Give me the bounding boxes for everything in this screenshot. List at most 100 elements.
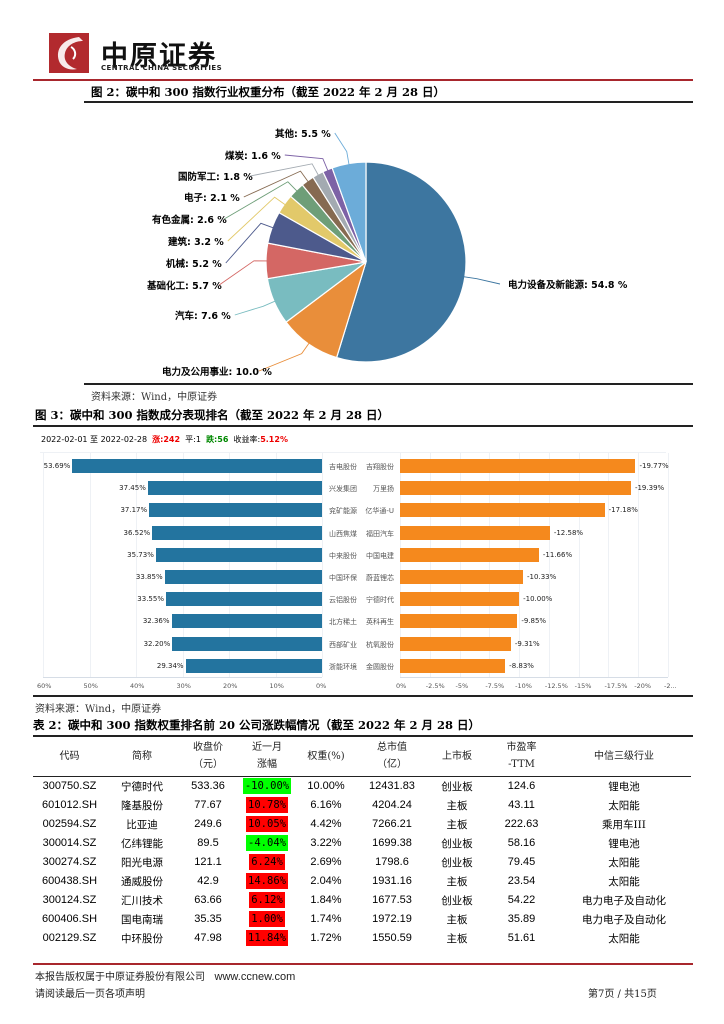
loser-value: -10.33%: [527, 573, 557, 581]
x-tick: 0%: [396, 682, 407, 690]
gainer-bar: [155, 547, 322, 562]
table2-top-rule: [33, 735, 693, 737]
cell-close: 77.67: [194, 799, 222, 811]
change-badge-up: 10.78%: [246, 797, 288, 813]
loser-name: 宁德时代: [366, 596, 394, 605]
cell-pe: 58.16: [507, 837, 536, 849]
cell-weight: 1.72%: [310, 932, 342, 944]
cell-mcap: 4204.24: [372, 799, 412, 811]
figure2-source: 资料来源：Wind，中原证券: [91, 392, 218, 403]
cell-close: 89.5: [197, 837, 219, 849]
x-tick: 60%: [37, 682, 52, 690]
x-tick: 40%: [130, 682, 145, 690]
cell-name: 通威股份: [121, 875, 163, 888]
loser-name: 英科再生: [366, 618, 394, 627]
cell-chg: -4.04%: [238, 834, 296, 853]
website-link[interactable]: www.ccnew.com: [214, 971, 296, 983]
x-tick: -20%: [634, 682, 652, 690]
pie-leader-line: [258, 340, 312, 372]
cell-weight: 4.42%: [310, 818, 342, 830]
cell-board: 主板: [446, 818, 468, 831]
gainer-value: 32.20%: [143, 639, 171, 648]
column-header-line: 市盈率: [506, 742, 537, 753]
table-header-row: 代码 简称 收盘价 （元） 近一月 涨幅 权重(%) 总市值 （亿） 上市板 市盈率 -TTM 中信三级…: [33, 738, 691, 777]
gainer-bar: [164, 570, 322, 584]
column-header-line: 近一月: [252, 742, 282, 753]
table-row: 601012.SH 隆基股份 77.67 10.78% 6.16% 4204.24 主板 43…: [33, 796, 691, 815]
cell-board: 创业板: [441, 894, 473, 907]
gainer-name: 浙能环境: [329, 662, 357, 671]
gainer-bar: [152, 525, 322, 540]
change-badge-up: 6.24%: [249, 854, 285, 870]
gridline: [578, 453, 580, 677]
cell-board: 创业板: [441, 780, 473, 793]
gainer-value: 35.73%: [127, 550, 154, 559]
cell-close: 35.35: [194, 913, 222, 925]
change-badge-up: 11.84%: [246, 930, 288, 946]
cell-chg: 6.24%: [238, 853, 296, 872]
gainer-value: 32.36%: [142, 617, 170, 626]
cell-pe: 51.61: [507, 932, 536, 944]
loser-name: 蔚蓝锂芯: [366, 574, 394, 582]
cell-name: 阳光电源: [121, 856, 163, 869]
cell-close: 42.9: [197, 875, 219, 887]
x-tick: -10%: [515, 682, 532, 690]
loser-name: 中国电建: [366, 551, 394, 560]
column-header-line: 总市值: [377, 742, 407, 753]
cell-mcap: 1699.38: [372, 837, 412, 849]
loser-bar: [400, 459, 636, 473]
down-count: 跌:56: [206, 435, 229, 444]
cell-code: 300014.SZ: [42, 837, 97, 849]
x-tick: 50%: [83, 682, 98, 690]
cell-chg: 1.00%: [238, 910, 296, 929]
table2-title: 表 2：碳中和 300 指数权重排名前 20 公司涨跌幅情况（截至 2022 年…: [33, 718, 481, 732]
x-tick: -5%: [455, 682, 469, 690]
cell-close: 63.66: [194, 894, 222, 906]
cell-weight: 1.84%: [310, 894, 342, 906]
cell-code: 002129.SZ: [42, 932, 97, 944]
gridline: [429, 453, 431, 677]
cell-mcap: 1972.19: [372, 913, 412, 925]
cell-code: 600406.SH: [41, 913, 98, 925]
cell-close: 47.98: [194, 932, 222, 944]
company-name-cn: 中原证券: [101, 41, 217, 72]
cell-name: 国电南瑞: [121, 913, 163, 926]
column-header: 权重(%): [296, 738, 356, 777]
loser-value: -17.18%: [608, 506, 638, 515]
cell-board: 主板: [446, 932, 468, 945]
loser-value: -19.77%: [639, 462, 669, 470]
x-tick: -12.5%: [544, 682, 568, 690]
cell-industry: 太阳能: [608, 856, 640, 869]
loser-value: -8.83%: [509, 661, 534, 670]
cell-pe: 54.22: [507, 894, 536, 906]
pie-leader-line: [223, 181, 300, 220]
cell-board: 主板: [446, 799, 468, 812]
gainer-value: 37.45%: [119, 484, 146, 493]
cell-mcap: 12431.83: [369, 780, 415, 793]
right-x-axis: [400, 677, 668, 678]
x-tick: -7.5%: [485, 682, 505, 690]
change-badge-down: -10.00%: [242, 778, 292, 795]
column-header-line: -TTM: [508, 759, 535, 770]
column-header-line: 收盘价: [193, 742, 223, 753]
cell-industry: 锂电池: [608, 780, 640, 793]
cell-industry: 乘用车III: [602, 818, 646, 831]
column-header-line: 简称: [132, 750, 152, 762]
loser-bar: [400, 503, 605, 518]
pie-label: 有色金属: 2.6 %: [152, 215, 227, 226]
column-header: 中信三级行业: [557, 738, 691, 777]
figure3-title: 图 3：碳中和 300 指数成分表现排名（截至 2022 年 2 月 28 日）: [35, 408, 390, 422]
gridline: [548, 453, 550, 677]
pie-leader-line: [460, 275, 501, 285]
gainer-name: 中国环保: [329, 574, 357, 582]
column-header-line: （元）: [193, 759, 223, 770]
x-tick: 0%: [316, 682, 327, 690]
gainer-name: 吉电股份: [329, 463, 357, 471]
change-badge-up: 10.05%: [246, 816, 288, 832]
table-row: 300124.SZ 汇川技术 63.66 6.12% 1.84% 1677.53 创业板 54…: [33, 891, 691, 910]
cell-code: 600438.SH: [41, 875, 98, 887]
cell-chg: 10.78%: [238, 796, 296, 815]
loser-name: 吉翔股份: [366, 463, 394, 471]
pie-label: 机械: 5.2 %: [166, 259, 222, 270]
loser-name: 福田汽车: [366, 529, 394, 538]
